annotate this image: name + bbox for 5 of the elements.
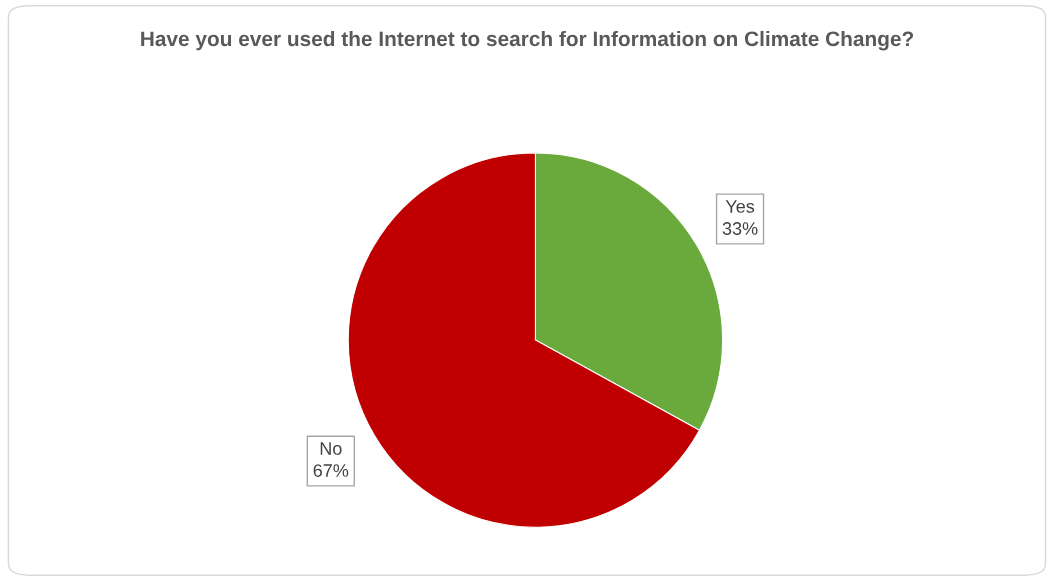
data-label: 33%	[722, 222, 758, 235]
chart-title: Have you ever used the Internet to search for Information on Climate Change?	[141, 30, 914, 51]
slice-label: No	[320, 442, 342, 455]
slice-label: Yes	[725, 200, 755, 213]
data-label: 67%	[313, 464, 349, 477]
